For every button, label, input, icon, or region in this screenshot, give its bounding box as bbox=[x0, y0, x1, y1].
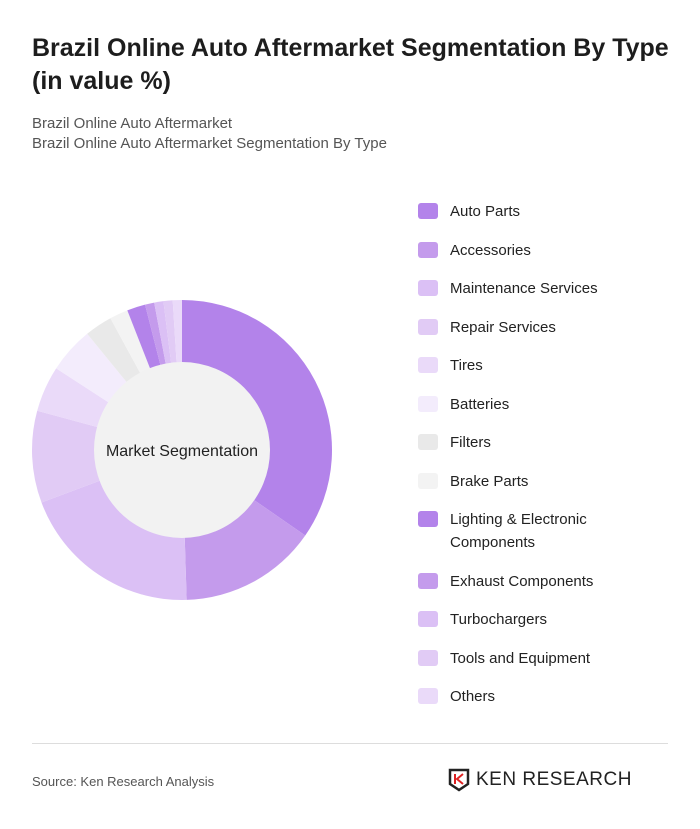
divider bbox=[32, 743, 668, 744]
legend-label: Turbochargers bbox=[450, 611, 547, 628]
legend-swatch bbox=[418, 434, 438, 450]
donut-chart: Market Segmentation bbox=[31, 300, 332, 600]
legend-label: Brake Parts bbox=[450, 472, 529, 490]
legend-item: Others bbox=[418, 685, 688, 708]
legend-item: Batteries bbox=[418, 393, 688, 416]
legend-label: Batteries bbox=[450, 395, 510, 413]
chart-title: Brazil Online Auto Aftermarket Segmentat… bbox=[32, 34, 669, 95]
donut-center bbox=[94, 362, 270, 538]
legend-label: Filters bbox=[450, 434, 491, 451]
subtitle-market: Brazil Online Auto Aftermarket bbox=[32, 115, 233, 132]
legend-label: Accessories bbox=[450, 241, 531, 259]
legend-swatch bbox=[418, 688, 438, 704]
legend-swatch bbox=[418, 280, 438, 296]
legend-label: Auto Parts bbox=[450, 203, 521, 220]
legend-item: Repair Services bbox=[418, 316, 688, 339]
legend-item: Maintenance Services bbox=[418, 277, 688, 300]
legend-swatch bbox=[418, 203, 438, 219]
legend-label: Maintenance Services bbox=[450, 280, 598, 297]
legend-label: Repair Services bbox=[450, 318, 556, 336]
legend-item: Filters bbox=[418, 431, 688, 454]
legend-item: Tires bbox=[418, 354, 688, 377]
legend-swatch bbox=[418, 611, 438, 627]
legend: Auto Parts Accessories Maintenance Service… bbox=[418, 200, 688, 724]
logo-text: KEN RESEARCH bbox=[476, 769, 632, 790]
legend-item: Accessories bbox=[418, 239, 688, 262]
legend-item: Tools and Equipment bbox=[418, 647, 688, 670]
subtitle-segmentation: Brazil Online Auto Aftermarket Segmentat… bbox=[32, 135, 387, 152]
legend-swatch bbox=[418, 395, 438, 412]
legend-label: Tools and Equipment bbox=[450, 649, 591, 667]
legend-swatch bbox=[418, 472, 438, 489]
legend-swatch bbox=[418, 241, 438, 258]
legend-swatch bbox=[418, 318, 438, 335]
legend-swatch bbox=[418, 649, 438, 666]
legend-swatch bbox=[418, 357, 438, 373]
legend-label: Tires bbox=[450, 357, 483, 374]
legend-item: Auto Parts bbox=[418, 200, 688, 223]
legend-label: Exhaust Components bbox=[450, 572, 594, 590]
ken-research-logo: KEN RESEARCH bbox=[448, 768, 632, 792]
legend-item: Brake Parts bbox=[418, 470, 688, 493]
legend-label: Lighting & Electronic Components bbox=[450, 511, 587, 551]
center-label: Market Segmentation bbox=[106, 443, 258, 460]
source-note: Source: Ken Research Analysis bbox=[32, 774, 215, 789]
legend-label: Others bbox=[450, 688, 496, 705]
ken-logo-icon bbox=[448, 768, 470, 792]
legend-swatch bbox=[418, 511, 438, 527]
legend-item: Turbochargers bbox=[418, 608, 688, 631]
legend-item: Exhaust Components bbox=[418, 570, 688, 593]
legend-item: Lighting & Electronic Components bbox=[418, 508, 688, 554]
legend-swatch bbox=[418, 572, 438, 589]
